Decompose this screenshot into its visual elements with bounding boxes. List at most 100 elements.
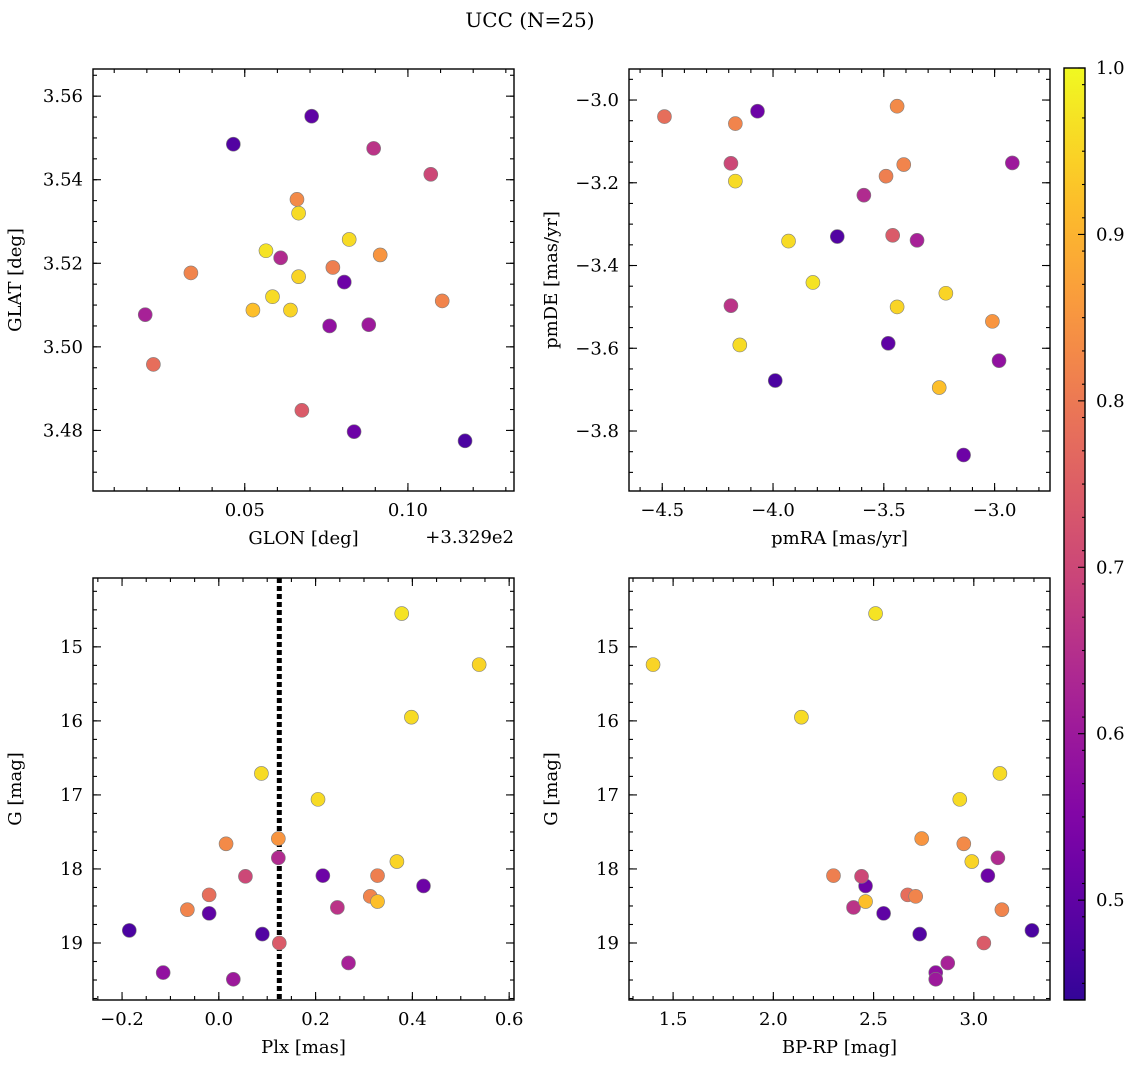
star-point [846, 900, 861, 915]
y-axis-label: GLAT [deg] [5, 228, 26, 332]
colorbar-tick-label: 1.0 [1096, 58, 1125, 79]
star-point [994, 902, 1010, 917]
colorbar-tick-label: 0.6 [1096, 724, 1125, 745]
x-axis-label: pmRA [mas/yr] [771, 528, 908, 549]
star-point [854, 869, 869, 884]
star-point [155, 965, 171, 980]
star-point [201, 887, 217, 903]
x-tick-label: 3.0 [959, 1009, 988, 1030]
x-tick-label: −0.2 [100, 1009, 144, 1030]
star-point [291, 205, 306, 221]
y-tick-label: 17 [60, 785, 83, 806]
y-tick-label: −3.6 [575, 338, 619, 359]
star-point [858, 894, 873, 909]
star-point [868, 606, 883, 621]
star-point [416, 878, 431, 894]
star-point [457, 433, 473, 449]
star-point [180, 902, 195, 917]
y-tick-label: 17 [596, 785, 619, 806]
y-tick-label: 18 [596, 859, 619, 880]
star-point [938, 285, 954, 301]
x-tick-label: 0.10 [388, 500, 428, 521]
y-axis-label: pmDE [mas/yr] [541, 211, 562, 349]
star-point [361, 317, 377, 333]
axes-frame [92, 68, 515, 492]
star-point [728, 173, 743, 189]
star-point [889, 98, 905, 114]
star-point [265, 289, 280, 305]
star-point [315, 868, 331, 883]
star-point [254, 766, 269, 781]
star-point [389, 854, 405, 869]
star-point [880, 335, 896, 351]
star-point [226, 136, 241, 152]
x-tick-label: −3.0 [973, 500, 1017, 521]
star-point [928, 971, 944, 987]
star-point [272, 935, 287, 951]
star-point [291, 269, 306, 284]
star-point [781, 233, 796, 249]
star-point [325, 260, 341, 275]
star-point [271, 831, 286, 846]
figure-title: UCC (N=25) [465, 8, 594, 32]
star-point [940, 955, 956, 971]
star-point [201, 906, 217, 921]
star-point [990, 850, 1006, 866]
y-tick-label: −3.8 [575, 421, 619, 442]
y-tick-label: 3.54 [43, 170, 83, 191]
star-point [366, 141, 381, 156]
star-point [471, 657, 487, 672]
star-point [909, 232, 925, 248]
y-tick-label: 19 [596, 933, 619, 954]
star-point [805, 275, 821, 290]
star-point [732, 337, 748, 353]
parallax-panel: −0.2 0.0 0.2 0.4 0.6 15 16 17 18 19 Plx [mas] G [ma… [5, 577, 523, 1058]
axes-frame [628, 68, 1051, 492]
star-point [434, 293, 450, 309]
star-point [310, 792, 326, 807]
y-tick-label: 15 [596, 637, 619, 658]
star-point [829, 229, 845, 244]
star-point [341, 232, 357, 247]
y-axis-label: G [mag] [5, 752, 26, 825]
axes-frame [92, 577, 515, 1001]
y-tick-label: −3.2 [575, 173, 619, 194]
x-tick-label: −3.5 [862, 500, 906, 521]
star-point [322, 318, 337, 334]
star-point [896, 157, 912, 172]
star-point [976, 935, 992, 951]
x-tick-label: 2.0 [759, 1009, 788, 1030]
x-axis-label: BP-RP [mag] [782, 1037, 897, 1058]
star-point [878, 168, 894, 184]
proper-motion-panel: −4.5 −4.0 −3.5 −3.0 −3.8 −3.6 −3.4 −3.2 −3.0 pmRA… [541, 68, 1051, 549]
axes-frame [628, 577, 1051, 1001]
color-magnitude-panel: 1.5 2.0 2.5 3.0 15 16 17 18 19 BP-RP [mag] G [mag] [541, 577, 1051, 1058]
y-tick-label: 19 [60, 933, 83, 954]
x-tick-label: 2.5 [859, 1009, 888, 1030]
star-point [121, 923, 137, 938]
star-point [645, 657, 661, 672]
y-tick-label: 15 [60, 637, 83, 658]
star-point [226, 971, 241, 987]
star-point [1024, 923, 1040, 938]
star-point [146, 357, 161, 372]
x-tick-label: 0.2 [301, 1009, 330, 1030]
colorbar: 0.5 0.6 0.7 0.8 0.9 1.0 [1063, 58, 1125, 1001]
y-tick-label: 3.52 [43, 253, 83, 274]
star-point [826, 868, 841, 883]
y-tick-label: 16 [60, 711, 83, 732]
star-point [273, 250, 288, 266]
x-tick-label: −4.0 [751, 500, 795, 521]
star-point [336, 274, 352, 290]
star-point [980, 868, 996, 883]
y-tick-label: 3.50 [43, 337, 83, 358]
colorbar-tick-label: 0.8 [1096, 391, 1125, 412]
star-point [908, 889, 923, 904]
x-tick-label: −4.5 [640, 500, 684, 521]
star-point [330, 900, 345, 915]
star-point [1005, 155, 1020, 171]
colorbar-gradient [1063, 67, 1086, 1001]
star-point [271, 850, 286, 866]
star-point [289, 192, 305, 207]
